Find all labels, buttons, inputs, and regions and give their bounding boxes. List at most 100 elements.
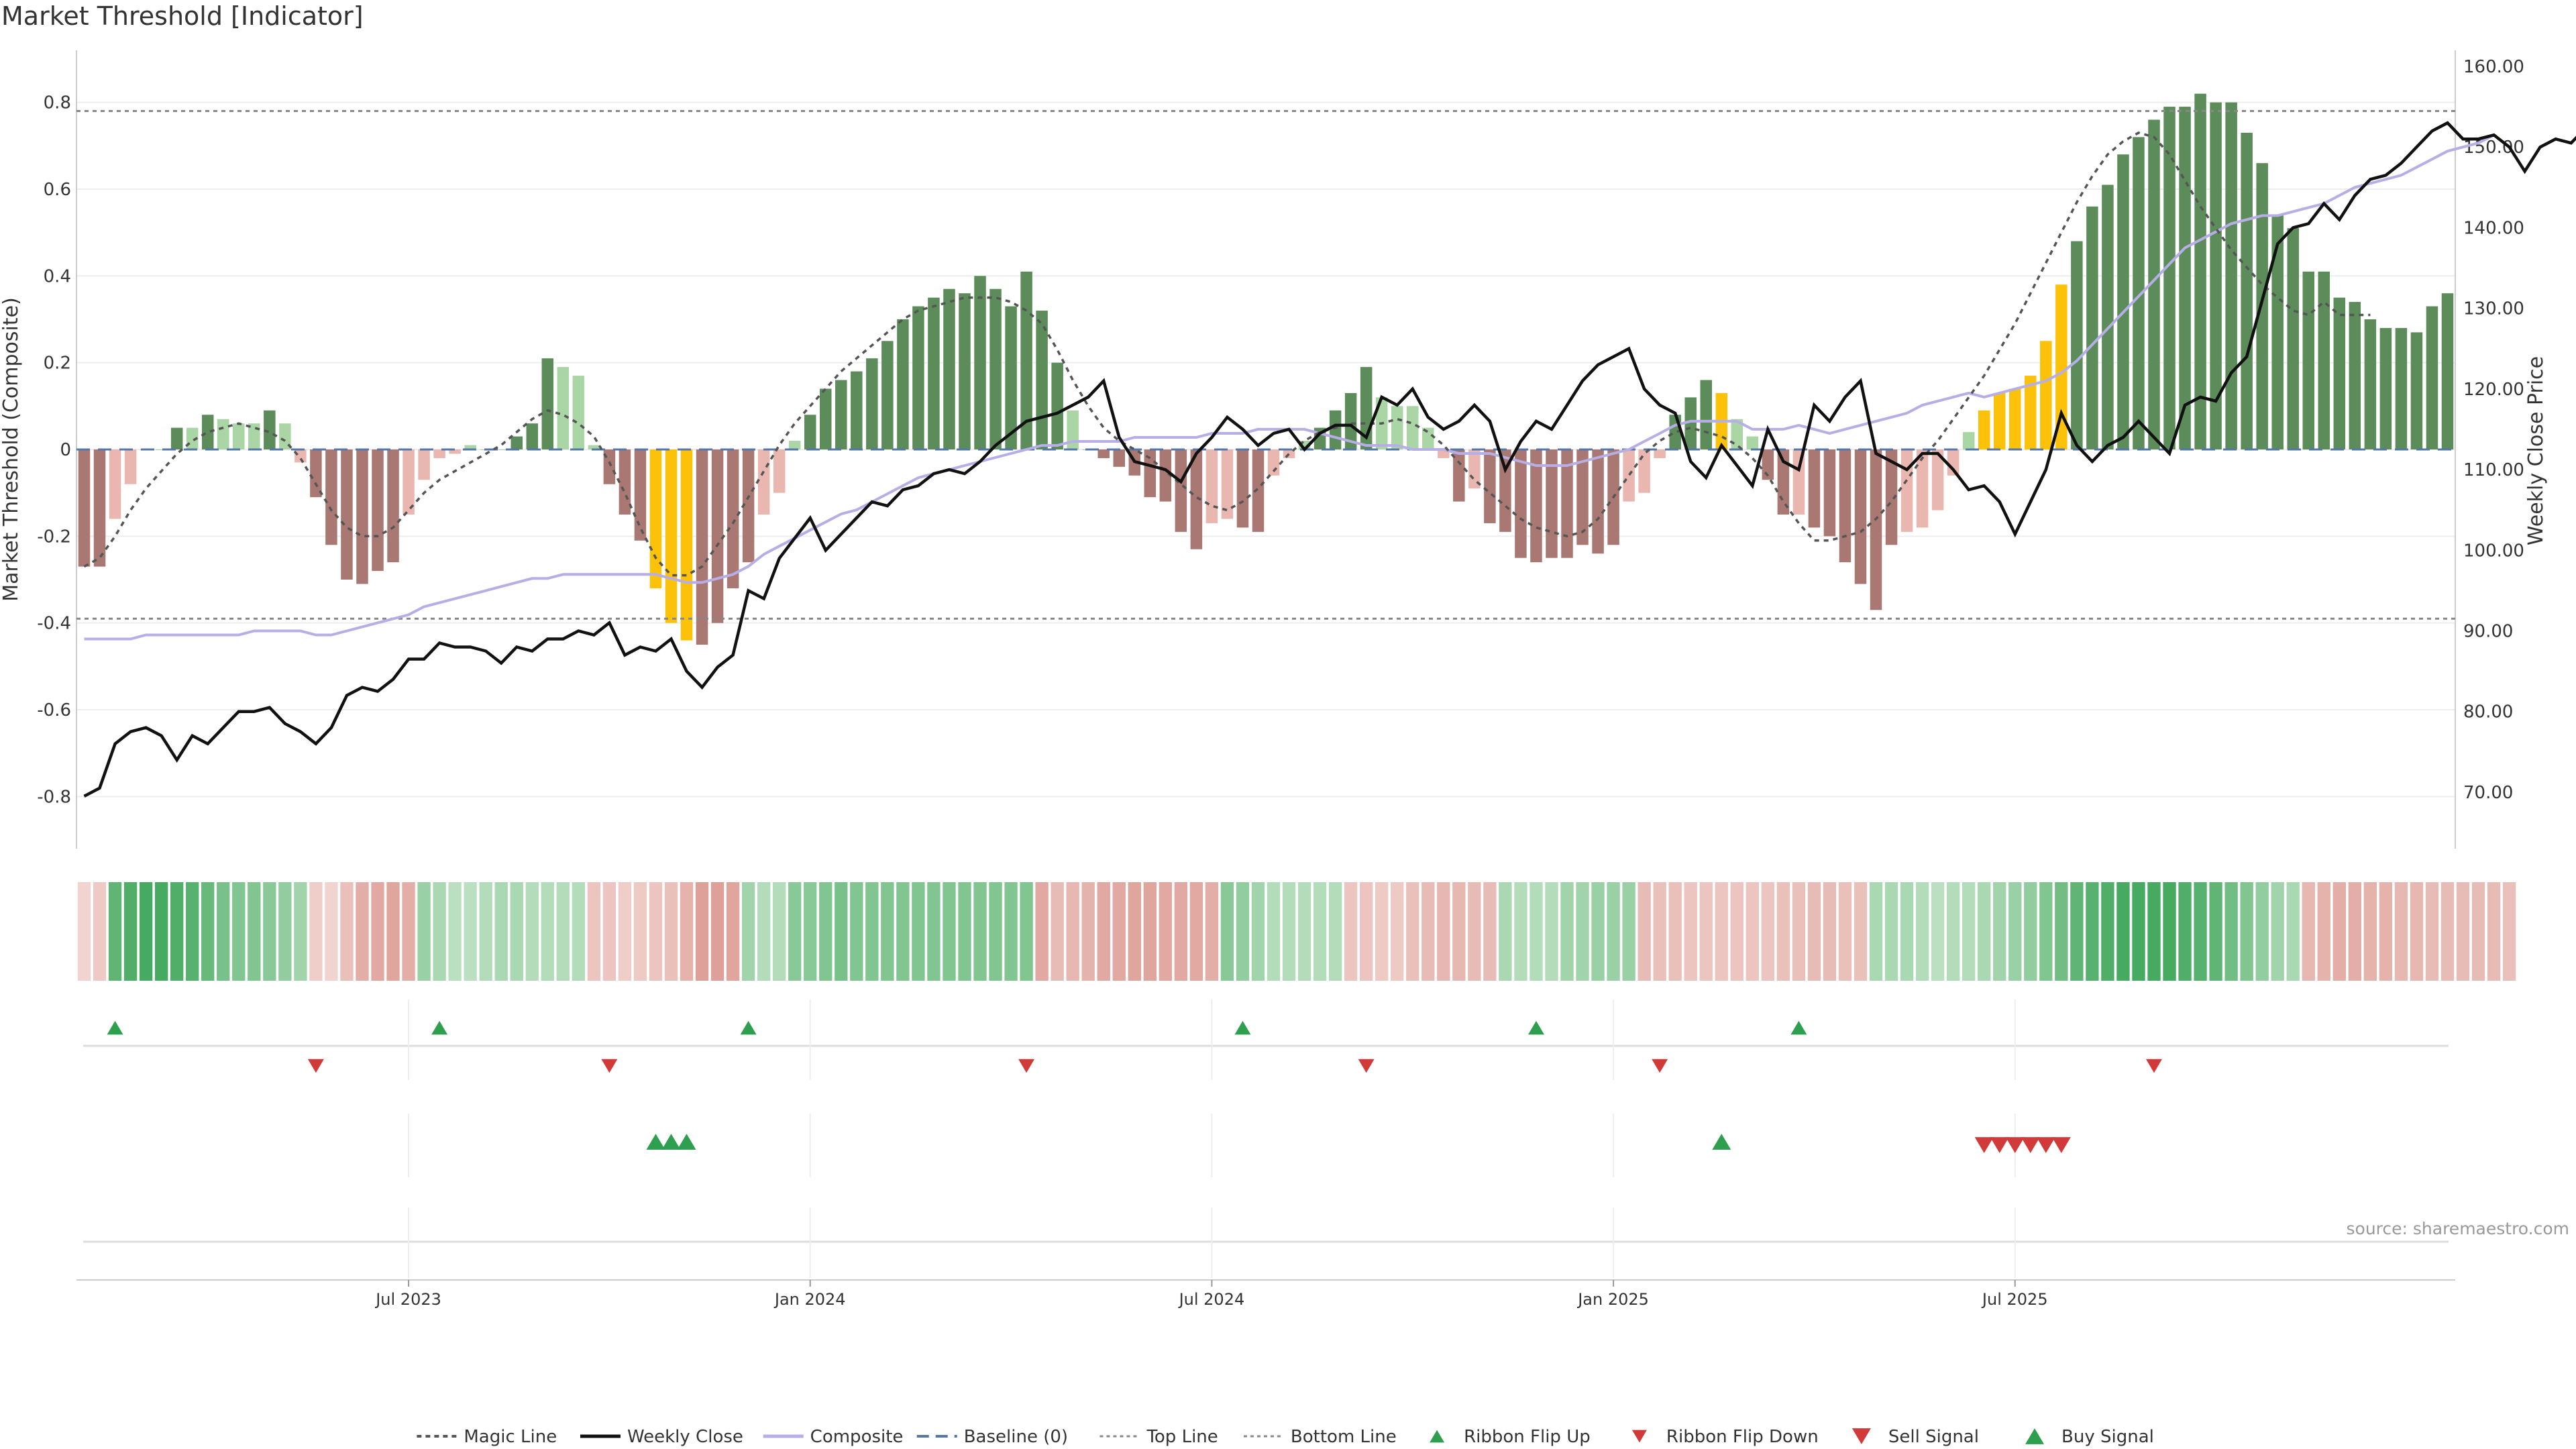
ribbon-cell — [263, 882, 276, 981]
ribbon-cell — [1205, 882, 1219, 981]
ribbon-cell — [1514, 882, 1527, 981]
composite-bar — [2102, 184, 2114, 449]
composite-bar — [2379, 327, 2392, 449]
composite-bar — [634, 449, 647, 541]
composite-bar — [804, 415, 816, 449]
ribbon-cell — [1004, 882, 1018, 981]
left-tick-label: 0.4 — [44, 266, 71, 286]
ribbon-cell — [217, 882, 230, 981]
composite-bar — [1159, 449, 1172, 502]
x-tick-label: Jan 2024 — [773, 1290, 846, 1309]
composite-bar — [572, 376, 585, 449]
composite-bar — [1438, 449, 1450, 458]
ribbon-cell — [1699, 882, 1713, 981]
left-tick-label: -0.8 — [37, 787, 71, 807]
ribbon-cell — [170, 882, 184, 981]
ribbon-cell — [680, 882, 694, 981]
ribbon-cell — [2224, 882, 2238, 981]
ribbon-cell — [1668, 882, 1682, 981]
ribbon-cell — [649, 882, 663, 981]
ribbon-cell — [371, 882, 384, 981]
right-tick-label: 110.00 — [2463, 460, 2524, 480]
composite-bar — [1993, 392, 2006, 449]
composite-bar — [1870, 449, 1882, 610]
ribbon-cell — [1838, 882, 1852, 981]
composite-bar — [402, 449, 415, 515]
ribbon-cell — [1730, 882, 1743, 981]
ribbon-cell — [1915, 882, 1929, 981]
composite-bar — [588, 445, 600, 449]
composite-bar — [449, 449, 461, 454]
ribbon-cell — [835, 882, 848, 981]
composite-bar — [310, 449, 322, 498]
ribbon-cell — [773, 882, 786, 981]
ribbon-cell — [865, 882, 879, 981]
ribbon-cell — [1344, 882, 1358, 981]
ribbon-cell — [1328, 882, 1342, 981]
composite-bar — [2441, 293, 2454, 449]
composite-bar — [1839, 449, 1851, 563]
composite-bar — [1885, 449, 1898, 545]
ribbon-cell — [525, 882, 539, 981]
ribbon-cell — [881, 882, 894, 981]
ribbon-cell — [1020, 882, 1033, 981]
ribbon-cell — [1869, 882, 1883, 981]
composite-bar — [820, 388, 832, 449]
composite-bar — [2071, 241, 2083, 449]
composite-bar — [959, 293, 971, 449]
composite-bar — [2055, 284, 2068, 449]
sell-signal-marker — [2051, 1137, 2071, 1153]
ribbon-cell — [186, 882, 199, 981]
ribbon-cell — [819, 882, 833, 981]
composite-bar — [372, 449, 384, 572]
right-axis-title: Weekly Close Price — [2524, 356, 2548, 545]
composite-bar — [1190, 449, 1203, 549]
ribbon-cell — [1529, 882, 1543, 981]
ribbon-cell — [1391, 882, 1404, 981]
ribbon-cell — [464, 882, 477, 981]
composite-bar — [2163, 107, 2176, 449]
ribbon-cell — [139, 882, 153, 981]
ribbon-cell — [1267, 882, 1281, 981]
composite-bar — [1499, 449, 1511, 532]
composite-bar — [2364, 319, 2377, 449]
ribbon-cell — [1189, 882, 1203, 981]
composite-bar — [264, 410, 276, 449]
composite-bar — [2318, 271, 2330, 449]
ribbon-cell — [386, 882, 400, 981]
legend: Magic Line Weekly Close Composite Baseline … — [417, 1427, 2154, 1447]
composite-bar — [356, 449, 368, 584]
composite-bar — [1020, 271, 1032, 449]
composite-bar — [603, 449, 616, 484]
composite-bar — [1978, 410, 1990, 449]
composite-bar — [1638, 449, 1650, 493]
ribbon-cell — [927, 882, 941, 981]
ribbon-cell — [1854, 882, 1868, 981]
ribbon-cell — [2132, 882, 2145, 981]
composite-bar — [1175, 449, 1187, 532]
ribbon-cell — [1282, 882, 1296, 981]
composite-bar — [1391, 406, 1403, 449]
composite-bar — [1808, 449, 1821, 528]
composite-bar — [511, 436, 523, 449]
composite-bar — [170, 427, 183, 449]
ribbon-cell — [989, 882, 1002, 981]
x-tick-label: Jul 2025 — [1981, 1290, 2048, 1309]
ribbon-cell — [2008, 882, 2022, 981]
buy-signal-marker — [677, 1134, 696, 1150]
composite-bar — [2117, 154, 2129, 449]
composite-bar — [943, 288, 955, 449]
composite-bar — [928, 297, 940, 449]
legend-label: Ribbon Flip Down — [1666, 1427, 1819, 1447]
composite-bar — [541, 358, 554, 449]
ribbon-cell — [1576, 882, 1589, 981]
ribbon-cell — [1421, 882, 1435, 981]
ribbon-cell — [2363, 882, 2377, 981]
legend-label: Bottom Line — [1291, 1427, 1397, 1447]
ribbon-cell — [710, 882, 724, 981]
source-note: source: sharemaestro.com — [2346, 1219, 2570, 1238]
ribbon-cell — [1653, 882, 1666, 981]
ribbon-cell — [479, 882, 492, 981]
ribbon-cell — [1807, 882, 1821, 981]
